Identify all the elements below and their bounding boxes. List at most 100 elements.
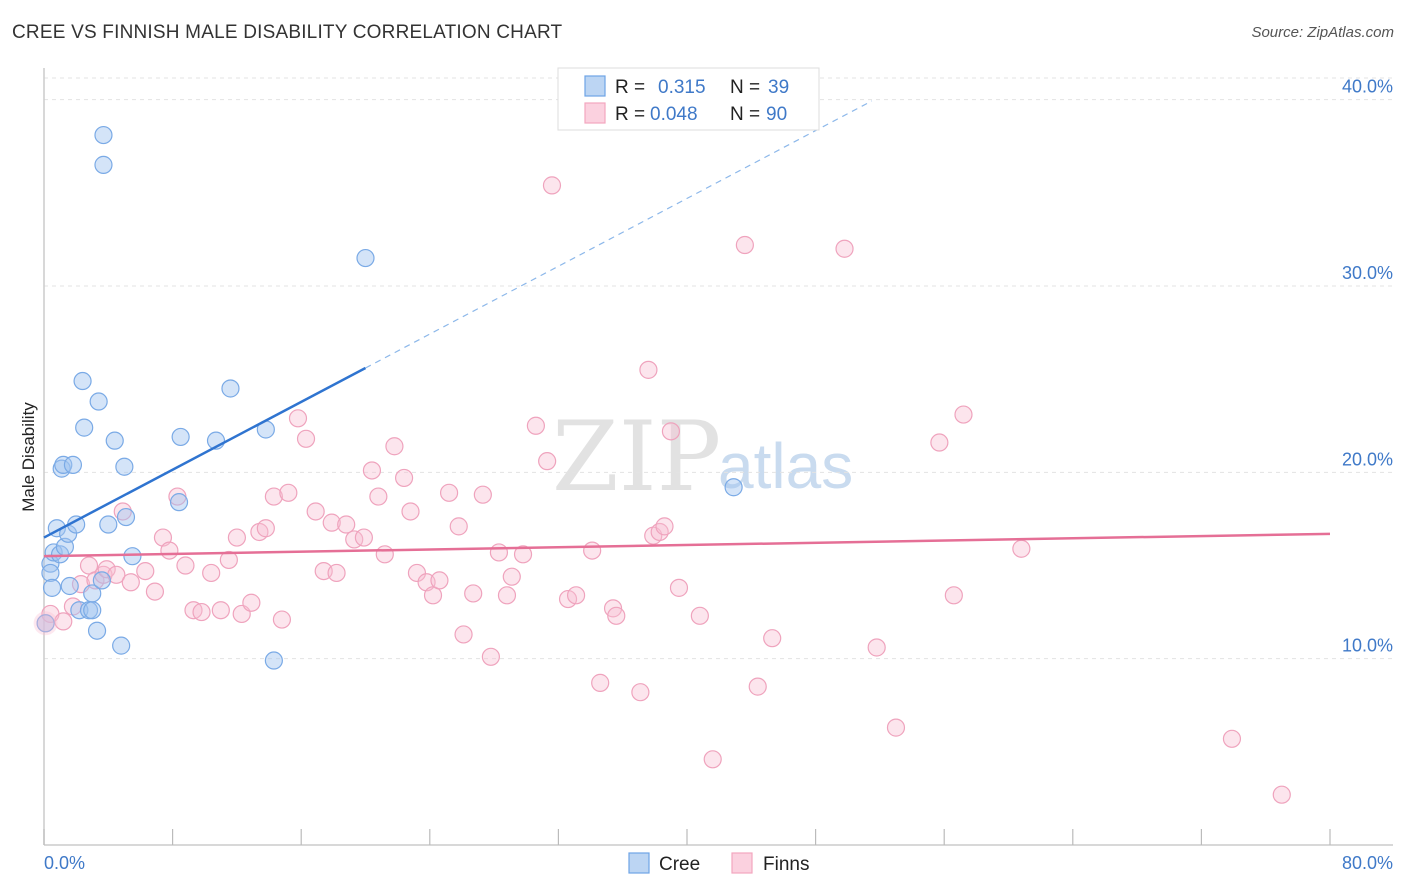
finns-point <box>454 625 473 644</box>
finns-point <box>513 545 533 564</box>
cree-point <box>89 392 108 411</box>
watermark-atlas: atlas <box>718 430 853 502</box>
finns-point <box>337 515 356 534</box>
cree-point <box>105 431 124 450</box>
finns-point <box>481 647 500 666</box>
finns-point <box>631 683 650 702</box>
cree-point <box>75 418 94 437</box>
cree-point <box>83 601 102 620</box>
trend-lines <box>43 100 1331 558</box>
finns-point <box>607 606 626 625</box>
finns-point <box>566 586 586 605</box>
cree-point <box>36 614 55 633</box>
finns-point <box>354 528 373 547</box>
finns-point <box>202 563 221 583</box>
finns-point <box>650 522 669 542</box>
finns-point <box>944 586 963 605</box>
cree-bottom-swatch <box>628 852 650 874</box>
finns-point <box>145 582 165 601</box>
finns-point <box>407 563 427 583</box>
finns-point <box>954 405 973 424</box>
x-axis-ticks <box>43 829 1331 845</box>
finns-point <box>322 513 341 532</box>
finns-point <box>375 545 394 564</box>
cree-point <box>264 651 283 670</box>
finns-point <box>242 593 261 612</box>
finns-trend-line <box>43 532 1331 558</box>
cree-r-value: 0.315 <box>658 77 706 98</box>
finns-point <box>449 517 468 536</box>
x-tick-label-min: 0.0% <box>44 853 85 873</box>
cree-point <box>83 584 102 603</box>
finns-point <box>385 437 404 456</box>
finns-point <box>583 541 602 560</box>
cree-point <box>70 601 89 620</box>
finns-point <box>430 571 449 590</box>
y-tick-label: 20.0% <box>1342 449 1393 469</box>
cree-n-value: 39 <box>768 77 789 98</box>
finns-legend-swatch <box>584 102 606 124</box>
finns-point <box>763 629 782 648</box>
cree-point <box>356 248 375 268</box>
finns-n-label: N = <box>730 104 760 125</box>
finns-point <box>473 485 492 504</box>
finns-point <box>1272 785 1291 804</box>
gridlines <box>44 77 1393 660</box>
finns-bottom-swatch <box>731 852 753 874</box>
cree-point <box>112 636 131 655</box>
finns-point <box>327 563 346 583</box>
finns-point <box>464 584 483 603</box>
cree-point <box>99 515 118 534</box>
chart-title: CREE VS FINNISH MALE DISABILITY CORRELAT… <box>12 22 563 43</box>
stats-legend: R = 0.315 N = 39 R = 0.048 N = 90 <box>557 67 820 131</box>
finns-point <box>97 560 116 579</box>
cree-point <box>41 563 60 583</box>
finns-point <box>703 750 722 769</box>
finns-point <box>227 528 246 547</box>
cree-point <box>60 576 79 596</box>
cree-point <box>169 493 189 512</box>
finns-point <box>735 235 754 255</box>
cree-point <box>42 578 62 597</box>
finns-point <box>362 461 382 480</box>
cree-n-label: N = <box>730 77 760 98</box>
x-tick-label-max: 80.0% <box>1342 853 1393 873</box>
y-tick-label: 30.0% <box>1342 263 1393 283</box>
cree-point <box>115 457 134 476</box>
finns-point <box>867 638 886 657</box>
cree-point <box>171 427 190 447</box>
data-points <box>33 125 1291 804</box>
cree-point <box>94 155 113 174</box>
finns-point <box>113 502 132 521</box>
finns-point <box>279 483 298 502</box>
finns-point <box>526 416 545 435</box>
finns-point-cluster <box>33 611 58 636</box>
watermark-zip: ZIP <box>552 401 721 513</box>
finns-point <box>591 673 610 692</box>
finns-point <box>369 487 388 506</box>
cree-point <box>221 379 240 398</box>
cree-trend-line <box>43 366 367 539</box>
finns-point <box>497 586 517 605</box>
finns-n-value: 90 <box>766 104 787 125</box>
cree-point <box>73 371 92 391</box>
finns-point <box>219 550 238 570</box>
finns-point <box>272 610 292 629</box>
finns-point <box>296 429 316 448</box>
finns-point <box>930 433 949 452</box>
finns-point <box>538 452 557 471</box>
finns-point <box>306 502 325 521</box>
cree-point <box>87 621 107 640</box>
y-tick-label: 40.0% <box>1342 77 1393 97</box>
finns-point <box>401 502 420 521</box>
y-tick-label: 10.0% <box>1342 636 1393 656</box>
cree-trend-extension <box>365 100 873 369</box>
series-legend: Cree Finns <box>628 852 809 875</box>
finns-point <box>502 567 521 586</box>
finns-legend-label: Finns <box>763 854 809 875</box>
finns-point <box>54 612 73 631</box>
finns-point <box>1012 539 1031 558</box>
finns-r-label: R = <box>615 104 645 125</box>
cree-point <box>63 455 83 474</box>
